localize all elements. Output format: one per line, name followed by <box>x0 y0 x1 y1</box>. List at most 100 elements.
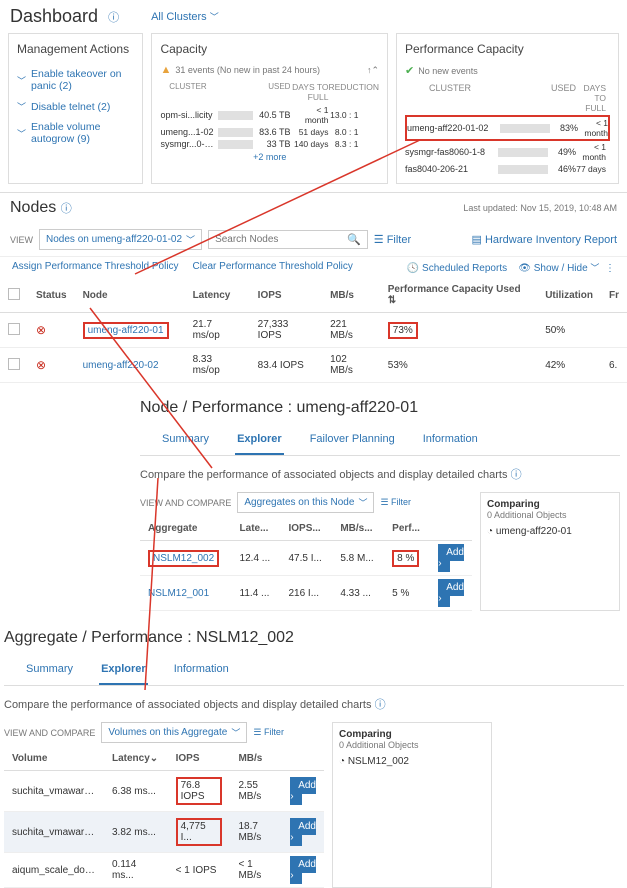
aggregate-row[interactable]: NSLM12_00111.4 ...216 I...4.33 ...5 %Add… <box>140 576 472 611</box>
col-latency[interactable]: Latency⌄ <box>104 747 168 771</box>
aggregates-table: Aggregate Late... IOPS... MB/s... Perf..… <box>140 517 472 611</box>
col-node[interactable]: Node <box>75 278 185 313</box>
comparing-sub: 0 Additional Objects <box>487 510 613 520</box>
show-hide-button[interactable]: 👁 Show / Hide ﹀ <box>518 263 599 274</box>
volume-row[interactable]: aiqum_scale_do_no...0.114 ms...< 1 IOPS<… <box>4 853 324 888</box>
col-perf[interactable]: Perf... <box>384 517 430 541</box>
col-perf[interactable]: Performance Capacity Used ⇅ <box>380 278 537 313</box>
node-detail-title: Node / Performance : umeng-aff220-01 <box>140 391 620 425</box>
events-text: 31 events (No new in past 24 hours) <box>175 65 320 75</box>
volume-row[interactable]: suchita_vmaware_d...6.38 ms...76.8 IOPS2… <box>4 771 324 812</box>
volume-row[interactable]: suchita_vmaware_d...3.82 ms...4,775 I...… <box>4 812 324 853</box>
row-checkbox[interactable] <box>8 358 20 370</box>
view-compare-label: VIEW AND COMPARE <box>140 498 231 508</box>
perf-capacity-row: fas8040-206-2146%77 days <box>405 163 610 175</box>
tab-information[interactable]: Information <box>421 425 480 455</box>
col-iops[interactable]: IOPS <box>250 278 322 313</box>
view-selector[interactable]: Nodes on umeng-aff220-01-02﹀ <box>39 229 202 250</box>
card-title: Performance Capacity <box>405 42 610 56</box>
tab-summary[interactable]: Summary <box>24 655 75 685</box>
ok-icon: ✔ <box>405 64 414 77</box>
tab-summary[interactable]: Summary <box>160 425 211 455</box>
col-latency[interactable]: Late... <box>232 517 281 541</box>
hw-inventory-link[interactable]: ▤ Hardware Inventory Report <box>471 233 617 246</box>
help-icon[interactable]: ⓘ <box>108 9 119 25</box>
node-row[interactable]: ⊗umeng-aff220-0121.7 ms/op27,333 IOPS221… <box>0 313 627 348</box>
add-button[interactable]: Add › <box>438 544 464 572</box>
help-icon[interactable]: ⓘ <box>375 699 386 711</box>
warning-icon: ▲ <box>160 64 171 76</box>
col-status[interactable]: Status <box>28 278 75 313</box>
aggregate-row[interactable]: NSLM12_00212.4 ...47.5 I...5.8 M...8 %Ad… <box>140 541 472 576</box>
filter-button[interactable]: ☰ Filter <box>380 497 411 508</box>
mgmt-action-item[interactable]: ﹀Enable volume autogrow (9) <box>17 117 134 149</box>
error-icon: ⊗ <box>36 358 46 372</box>
events-text: No new events <box>418 66 478 76</box>
node-row[interactable]: ⊗umeng-aff220-028.33 ms/op83.4 IOPS102 M… <box>0 348 627 383</box>
col-aggregate[interactable]: Aggregate <box>140 517 232 541</box>
aggregate-detail-title: Aggregate / Performance : NSLM12_002 <box>4 621 624 655</box>
col-days: DAYS TO FULL <box>290 82 328 102</box>
capacity-row: opm-si...licity40.5 TB< 1 month13.0 : 1 <box>160 104 379 126</box>
col-volume[interactable]: Volume <box>4 747 104 771</box>
col-used: USED <box>551 83 576 113</box>
filter-button[interactable]: ☰ Filter <box>253 727 284 738</box>
view-compare-selector[interactable]: Aggregates on this Node﹀ <box>237 492 374 513</box>
col-days: DAYS TO FULL <box>576 83 606 113</box>
mgmt-action-item[interactable]: ﹀Enable takeover on panic (2) <box>17 64 134 96</box>
col-reduction: REDUCTION <box>328 82 379 102</box>
view-compare-label: VIEW AND COMPARE <box>4 728 95 738</box>
view-compare-selector[interactable]: Volumes on this Aggregate﹀ <box>101 722 247 743</box>
help-icon[interactable]: ⓘ <box>61 203 72 215</box>
help-icon[interactable]: ⓘ <box>511 469 522 481</box>
col-mbs[interactable]: MB/s <box>230 747 282 771</box>
capacity-row: umeng...1-0283.6 TB51 days8.0 : 1 <box>160 126 379 138</box>
chevron-down-icon: ﹀ <box>17 100 26 113</box>
show-more-link[interactable]: +2 more <box>160 150 379 162</box>
tab-explorer[interactable]: Explorer <box>99 655 148 685</box>
scheduled-reports-link[interactable]: 🕓 Scheduled Reports <box>407 263 507 274</box>
comparing-title: Comparing <box>487 499 613 510</box>
add-button[interactable]: Add › <box>290 856 316 884</box>
add-button[interactable]: Add › <box>438 579 464 607</box>
filter-button[interactable]: ☰ Filter <box>374 233 411 246</box>
up-arrow-icon[interactable]: ↑⌃ <box>367 65 379 76</box>
col-fr[interactable]: Fr <box>601 278 627 313</box>
mgmt-action-item[interactable]: ﹀Disable telnet (2) <box>17 96 134 117</box>
col-latency[interactable]: Latency <box>185 278 250 313</box>
row-checkbox[interactable] <box>8 323 20 335</box>
col-mbs[interactable]: MB/s <box>322 278 380 313</box>
more-menu-icon[interactable]: ⋮ <box>605 263 615 274</box>
perf-capacity-card: Performance Capacity ✔ No new events CLU… <box>396 33 619 184</box>
col-util[interactable]: Utilization <box>537 278 601 313</box>
col-used: USED <box>256 82 290 102</box>
add-button[interactable]: Add › <box>290 818 316 846</box>
col-cluster: CLUSTER <box>405 83 495 113</box>
search-icon[interactable]: 🔍 <box>347 233 361 246</box>
col-iops[interactable]: IOPS <box>168 747 231 771</box>
add-button[interactable]: Add › <box>290 777 316 805</box>
col-cluster: CLUSTER <box>160 82 215 102</box>
select-all-checkbox[interactable] <box>8 288 20 300</box>
nodes-title: Nodes <box>10 199 56 216</box>
comparing-item: umeng-aff220-01 <box>496 526 572 537</box>
search-nodes[interactable]: 🔍 <box>208 230 368 249</box>
assign-policy-link[interactable]: Assign Performance Threshold Policy <box>12 261 179 272</box>
tab-explorer[interactable]: Explorer <box>235 425 284 455</box>
col-mbs[interactable]: MB/s... <box>332 517 384 541</box>
chevron-down-icon: ﹀ <box>17 74 26 87</box>
clear-policy-link[interactable]: Clear Performance Threshold Policy <box>192 261 352 272</box>
chevron-down-icon: ﹀ <box>210 12 219 22</box>
scope-selector[interactable]: All Clusters ﹀ <box>151 10 219 23</box>
error-icon: ⊗ <box>36 323 46 337</box>
management-actions-card: Management Actions ﹀Enable takeover on p… <box>8 33 143 184</box>
card-title: Management Actions <box>17 42 134 56</box>
last-updated: Last updated: Nov 15, 2019, 10:48 AM <box>463 203 617 213</box>
tab-information[interactable]: Information <box>172 655 231 685</box>
node-detail-panel: Node / Performance : umeng-aff220-01 Sum… <box>140 391 620 611</box>
search-input[interactable] <box>215 234 347 245</box>
aggregate-detail-panel: Aggregate / Performance : NSLM12_002 Sum… <box>4 621 624 888</box>
col-iops[interactable]: IOPS... <box>280 517 332 541</box>
tab-failover-planning[interactable]: Failover Planning <box>308 425 397 455</box>
capacity-row: sysmgr...0-1-833 TB140 days8.3 : 1 <box>160 138 379 150</box>
